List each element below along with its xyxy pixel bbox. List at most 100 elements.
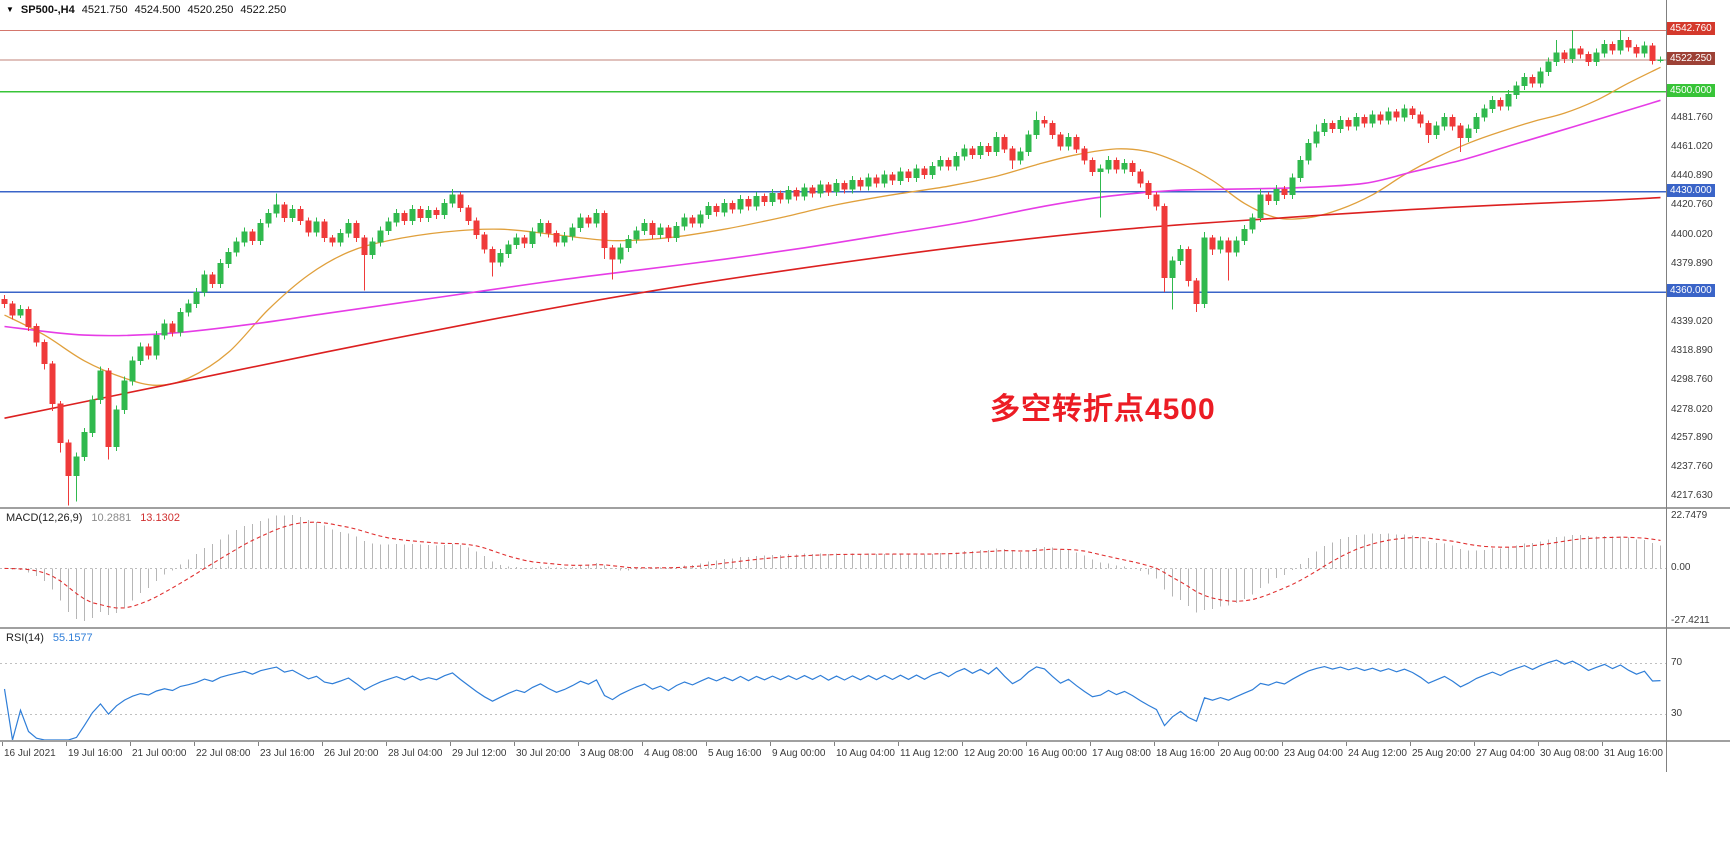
- candle-up: [161, 323, 168, 336]
- candle-up: [193, 291, 200, 305]
- candle-down: [489, 248, 496, 263]
- candle-up: [1337, 120, 1344, 130]
- time-axis-label: 12 Aug 20:00: [964, 748, 1023, 759]
- candle-down: [1561, 52, 1568, 59]
- time-axis-label: 26 Jul 20:00: [324, 748, 379, 759]
- panel-divider-bottom[interactable]: [0, 740, 1730, 742]
- rsi-canvas[interactable]: [0, 629, 1666, 740]
- candle-down: [1185, 248, 1192, 281]
- symbol-timeframe-label: SP500-,H4: [20, 4, 75, 16]
- candle-down: [1585, 54, 1592, 62]
- price-tag-4500.000: 4500.000: [1667, 83, 1715, 97]
- time-axis-tick: [1218, 742, 1219, 746]
- time-axis-label: 23 Jul 16:00: [260, 748, 315, 759]
- time-axis-tick: [578, 742, 579, 746]
- candle-up: [529, 231, 536, 244]
- time-axis-tick: [642, 742, 643, 746]
- candle-up: [865, 177, 872, 187]
- candle-down: [585, 217, 592, 224]
- candle-up: [673, 226, 680, 239]
- candle-down: [457, 194, 464, 209]
- symbol-dropdown-icon[interactable]: ▼: [6, 5, 14, 14]
- time-axis-label: 4 Aug 08:00: [644, 748, 698, 759]
- candle-up: [1569, 48, 1576, 60]
- candle-up: [1273, 188, 1280, 201]
- candle-up: [1553, 52, 1560, 62]
- candle-up: [1601, 44, 1608, 54]
- candle-up: [1521, 77, 1528, 87]
- candle-up: [1313, 131, 1320, 144]
- candle-down: [41, 341, 48, 365]
- price-axis-label: 4298.760: [1671, 373, 1713, 385]
- candle-down: [761, 195, 768, 203]
- main-chart-panel: ▼ SP500-,H4 4521.750 4524.500 4520.250 4…: [0, 0, 1666, 507]
- candle-down: [169, 323, 176, 333]
- candle-up: [1465, 128, 1472, 138]
- candle-up: [81, 432, 88, 458]
- candle-up: [625, 238, 632, 249]
- candle-down: [49, 363, 56, 405]
- candle-down: [1529, 77, 1536, 84]
- candle-down: [841, 183, 848, 190]
- candle-up: [697, 214, 704, 224]
- time-axis-tick: [834, 742, 835, 746]
- candle-up: [1369, 114, 1376, 124]
- candle-up: [657, 227, 664, 236]
- candle-down: [1449, 117, 1456, 127]
- candle-up: [385, 221, 392, 231]
- candle-up: [1257, 194, 1264, 219]
- candle-down: [1265, 194, 1272, 201]
- rsi-panel: RSI(14) 55.1577: [0, 629, 1730, 740]
- candle-up: [1537, 71, 1544, 84]
- time-axis-tick: [194, 742, 195, 746]
- time-axis-label: 11 Aug 12:00: [900, 748, 959, 759]
- candle-down: [665, 227, 672, 238]
- candle-down: [945, 160, 952, 167]
- candle-up: [1545, 61, 1552, 72]
- time-axis[interactable]: 16 Jul 2021 19 Jul 16:00 21 Jul 00:00 22 Ju…: [0, 742, 1666, 772]
- price-tag-4542.760: 4542.760: [1667, 22, 1715, 36]
- candle-down: [33, 326, 40, 343]
- main-chart-canvas[interactable]: [0, 0, 1666, 507]
- candle-down: [1129, 163, 1136, 173]
- candle-down: [729, 203, 736, 210]
- candle-up: [753, 195, 760, 207]
- candle-down: [105, 370, 112, 448]
- macd-canvas[interactable]: [0, 509, 1666, 627]
- candle-up: [1249, 217, 1256, 230]
- time-axis-tick: [1474, 742, 1475, 746]
- candle-up: [737, 198, 744, 210]
- candle-up: [1441, 117, 1448, 127]
- candle-down: [777, 193, 784, 200]
- candle-down: [809, 187, 816, 194]
- candle-up: [185, 303, 192, 313]
- panel-divider-rsi[interactable]: [0, 627, 1730, 629]
- candle-up: [721, 203, 728, 213]
- candle-down: [1161, 205, 1168, 279]
- candle-down: [1113, 160, 1120, 170]
- price-axis-label: 4278.020: [1671, 403, 1713, 415]
- time-axis-label: 28 Jul 04:00: [388, 748, 443, 759]
- panel-divider-macd[interactable]: [0, 507, 1730, 509]
- candle-up: [505, 244, 512, 254]
- candle-up: [513, 237, 520, 246]
- candle-down: [1457, 125, 1464, 138]
- price-axis[interactable]: 4481.760 4461.020 4440.890 4420.760 4400.020…: [1667, 0, 1730, 772]
- candle-up: [1105, 160, 1112, 170]
- price-axis-label: 4481.760: [1671, 111, 1713, 123]
- candle-up: [313, 221, 320, 233]
- candle-up: [337, 233, 344, 243]
- candle-down: [985, 145, 992, 153]
- ohlc-close-value: 4522.250: [240, 4, 287, 16]
- candle-down: [689, 217, 696, 224]
- candle-up: [929, 165, 936, 176]
- rsi-axis-label-30: 30: [1671, 708, 1683, 720]
- time-axis-tick: [1410, 742, 1411, 746]
- price-axis-border: [1666, 0, 1667, 772]
- candle-down: [553, 233, 560, 243]
- candle-down: [545, 223, 552, 234]
- price-axis-label: 4318.890: [1671, 345, 1713, 357]
- candle-up: [561, 236, 568, 243]
- ohlc-high-value: 4524.500: [134, 4, 181, 16]
